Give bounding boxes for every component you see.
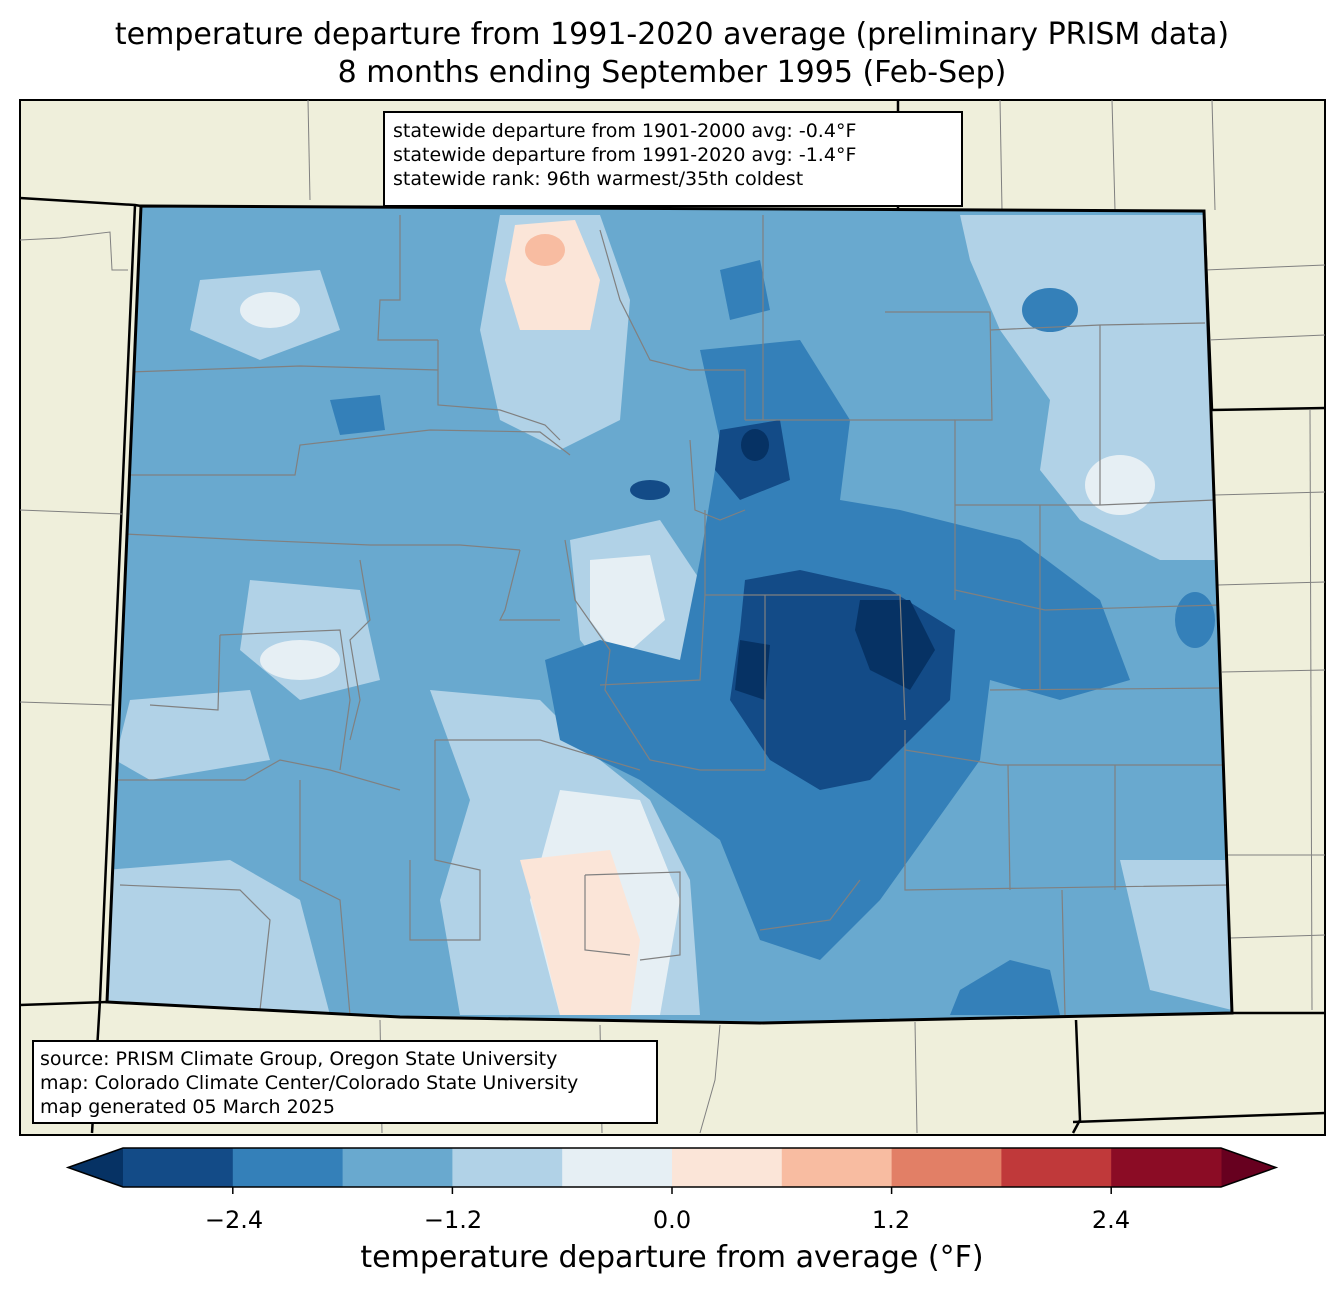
colorbar-bin <box>781 1148 893 1187</box>
source-box: source: PRISM Climate Group, Oregon Stat… <box>32 1040 658 1124</box>
colorbar-tick-label: −2.4 <box>204 1206 264 1234</box>
colorbar-bin <box>562 1148 673 1187</box>
contour-bin-minus1.8 <box>950 960 1060 1015</box>
contour-bin-minus0.0 <box>260 640 340 680</box>
contour-bin-minus0.0 <box>1085 455 1155 515</box>
colorbar-tick-label: 1.2 <box>871 1206 911 1234</box>
stats-departure-1901-2000: statewide departure from 1901-2000 avg: … <box>393 120 857 142</box>
colorbar-bin <box>452 1148 563 1187</box>
colorbar-under-arrow <box>68 1148 123 1187</box>
map-generated-line: map generated 05 March 2025 <box>40 1096 335 1118</box>
stats-rank: statewide rank: 96th warmest/35th coldes… <box>393 168 804 190</box>
colorbar-tick-label: 0.0 <box>652 1206 692 1234</box>
colorado-county-lines <box>110 215 1231 1016</box>
colorbar-bin <box>1111 1148 1222 1187</box>
contour-bin-minus1.8 <box>1022 288 1078 332</box>
contour-bin-under <box>735 640 770 700</box>
colorbar-bin <box>123 1148 234 1187</box>
map-credit-line: map: Colorado Climate Center/Colorado St… <box>40 1072 579 1094</box>
colorbar-bin <box>891 1148 1002 1187</box>
source-line: source: PRISM Climate Group, Oregon Stat… <box>40 1048 558 1070</box>
map-title-line1: temperature departure from 1991-2020 ave… <box>114 17 1230 52</box>
contour-bin-minus0.0 <box>590 555 665 660</box>
contour-bin-minus0.0 <box>240 292 300 328</box>
colorado-boundary <box>105 204 1234 1025</box>
contour-bin-minus0.6 <box>107 860 330 1015</box>
statewide-stats-box: statewide departure from 1901-2000 avg: … <box>383 111 963 207</box>
colorbar-tick-label: −1.2 <box>423 1206 483 1234</box>
contour-bin-under <box>855 600 935 690</box>
colorbar <box>65 1147 1279 1194</box>
stats-departure-1991-2020: statewide departure from 1991-2020 avg: … <box>393 144 857 166</box>
contour-bin-minus1.8 <box>720 260 770 320</box>
colorbar-outline <box>65 1147 1279 1188</box>
colorbar-tick-label: 2.4 <box>1091 1206 1131 1234</box>
contour-bin-plus0.6 <box>525 234 565 266</box>
colorbar-bin <box>672 1148 783 1187</box>
contour-bin-plus0.0 <box>520 850 640 1015</box>
colorbar-over-arrow <box>1221 1148 1276 1187</box>
colorbar-bin <box>1001 1148 1112 1187</box>
contour-bin-minus0.6 <box>1120 860 1232 1010</box>
contour-bin-minus2.4 <box>630 480 670 500</box>
temperature-contours <box>107 206 1232 1023</box>
colorbar-bin <box>342 1148 453 1187</box>
contour-bin-minus1.8 <box>330 395 385 435</box>
colorbar-bin <box>232 1148 344 1187</box>
contour-bin-minus0.6 <box>115 690 270 780</box>
map-title-line2: 8 months ending September 1995 (Feb-Sep) <box>337 55 1007 90</box>
colorbar-label: temperature departure from average (°F) <box>360 1240 984 1275</box>
contour-bin-under <box>741 429 769 461</box>
contour-bin-minus1.8 <box>1175 592 1215 648</box>
neighbor-county-lines <box>19 99 1326 1134</box>
